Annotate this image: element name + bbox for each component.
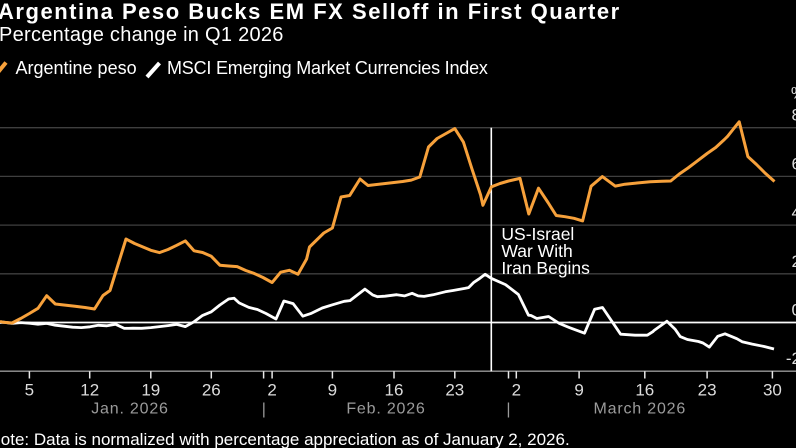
svg-text:2: 2 — [792, 252, 796, 271]
svg-text:26: 26 — [202, 381, 221, 400]
svg-text:Jan. 2026: Jan. 2026 — [91, 400, 168, 417]
svg-text:19: 19 — [141, 381, 160, 400]
svg-text:23: 23 — [698, 381, 717, 400]
svg-text:5: 5 — [25, 381, 34, 400]
svg-text:|: | — [506, 401, 510, 418]
svg-text:6: 6 — [792, 154, 796, 173]
svg-text:2: 2 — [512, 381, 521, 400]
svg-text:12: 12 — [80, 381, 99, 400]
svg-text:9: 9 — [328, 381, 337, 400]
svg-text:8: 8 — [792, 106, 796, 125]
svg-text:March 2026: March 2026 — [594, 400, 687, 417]
svg-text:16: 16 — [635, 381, 654, 400]
svg-text:Feb. 2026: Feb. 2026 — [346, 400, 425, 417]
svg-text:30: 30 — [763, 381, 782, 400]
svg-text:0: 0 — [792, 301, 796, 320]
svg-text:%: % — [791, 84, 796, 103]
svg-text:-2: -2 — [786, 349, 796, 368]
svg-text:4: 4 — [792, 203, 796, 222]
svg-text:23: 23 — [445, 381, 464, 400]
svg-text:9: 9 — [574, 381, 583, 400]
svg-text:|: | — [262, 401, 266, 418]
svg-text:2: 2 — [267, 381, 276, 400]
svg-text:16: 16 — [385, 381, 404, 400]
